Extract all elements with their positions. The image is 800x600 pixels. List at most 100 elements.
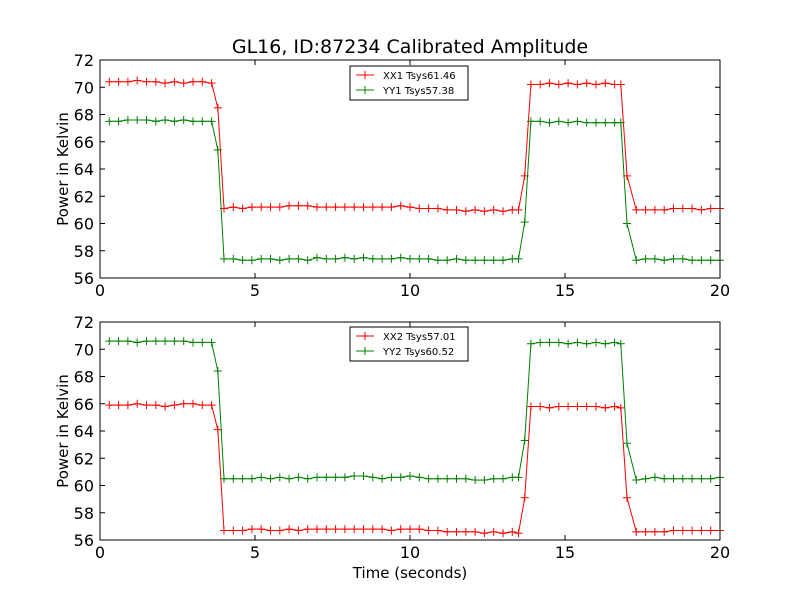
data-point: [564, 79, 573, 88]
data-point: [303, 525, 312, 534]
data-point: [207, 338, 216, 347]
data-point: [706, 474, 715, 483]
data-point: [313, 525, 321, 534]
data-point: [189, 338, 197, 347]
data-point: [452, 205, 461, 214]
data-point: [514, 205, 523, 214]
data-point: [688, 526, 697, 535]
data-point: [207, 117, 216, 126]
data-point: [601, 118, 610, 127]
x-tick-label: 20: [710, 543, 730, 562]
data-point: [179, 115, 188, 124]
data-point: [378, 203, 387, 212]
y-tick-label: 70: [74, 340, 94, 359]
data-point: [285, 254, 294, 263]
data-point: [508, 527, 517, 536]
data-point: [433, 526, 442, 535]
legend-label: YY2 Tsys60.52: [382, 347, 454, 358]
data-point: [623, 439, 631, 448]
data-point: [514, 254, 523, 263]
data-point: [697, 205, 706, 214]
data-point: [266, 254, 275, 263]
data-point: [554, 117, 563, 126]
data-point: [105, 117, 114, 126]
data-point: [641, 205, 650, 214]
chart-title: GL16, ID:87234 Calibrated Amplitude: [232, 36, 588, 58]
data-point: [536, 402, 545, 411]
legend-marker: [361, 86, 369, 94]
data-point: [220, 474, 228, 483]
data-point: [378, 474, 387, 483]
bottom-panel: 0 5 10 15 20 56 58 60 62 64 66 68 70 72 Power in Kelvi…: [54, 313, 730, 582]
data-point: [461, 207, 470, 216]
data-point: [499, 207, 507, 216]
data-point: [220, 526, 228, 535]
legend-marker: [361, 71, 369, 79]
data-point: [105, 401, 114, 410]
x-axis-label: Time (seconds): [352, 564, 468, 582]
data-point: [123, 401, 132, 410]
data-point: [229, 203, 238, 212]
data-point: [294, 526, 303, 535]
data-point: [350, 525, 359, 534]
data-point: [198, 338, 207, 347]
data-point: [641, 254, 650, 263]
data-point: [623, 493, 631, 502]
y-tick-label: 64: [74, 422, 94, 441]
data-point: [229, 526, 238, 535]
data-point: [133, 115, 142, 124]
data-point: [238, 204, 247, 213]
data-point: [247, 474, 256, 483]
x-tick-label: 5: [250, 543, 260, 562]
data-point: [313, 473, 321, 482]
data-point: [257, 203, 266, 212]
series-line: [109, 340, 721, 481]
data-point: [207, 79, 216, 88]
y-axis-label: Power in Kelvin: [54, 374, 72, 488]
data-point: [331, 473, 340, 482]
data-point: [499, 529, 507, 538]
legend-label: YY1 Tsys57.38: [382, 86, 454, 97]
data-point: [359, 525, 368, 534]
series-1-1: [105, 76, 724, 216]
data-point: [650, 473, 659, 482]
data-point: [294, 254, 303, 263]
data-point: [499, 474, 507, 483]
data-point: [275, 473, 284, 482]
data-point: [678, 526, 687, 535]
data-point: [554, 80, 563, 89]
data-point: [592, 402, 600, 411]
data-point: [480, 256, 489, 265]
data-point: [257, 473, 266, 482]
data-point: [275, 526, 284, 535]
data-point: [303, 474, 312, 483]
data-point: [189, 77, 197, 86]
data-point: [489, 205, 498, 214]
x-tick-label: 0: [95, 281, 105, 300]
data-point: [545, 79, 554, 88]
data-point: [433, 256, 442, 265]
data-point: [601, 79, 610, 88]
data-point: [443, 527, 452, 536]
data-point: [660, 474, 669, 483]
legend-box: [349, 65, 469, 101]
y-tick-label: 66: [74, 133, 94, 152]
data-point: [443, 205, 452, 214]
data-point: [189, 399, 197, 408]
data-point: [213, 145, 222, 154]
data-point: [340, 473, 349, 482]
data-point: [415, 204, 424, 213]
data-point: [406, 203, 414, 212]
data-point: [350, 203, 359, 212]
data-point: [424, 526, 433, 535]
data-point: [229, 474, 238, 483]
data-point: [452, 254, 461, 263]
data-point: [554, 338, 563, 347]
legend: XX2 Tsys57.01 YY2 Tsys60.52: [349, 326, 469, 362]
data-point: [229, 254, 238, 263]
data-point: [697, 256, 706, 265]
x-tick-label: 15: [555, 543, 575, 562]
data-point: [179, 399, 188, 408]
data-point: [285, 201, 294, 210]
